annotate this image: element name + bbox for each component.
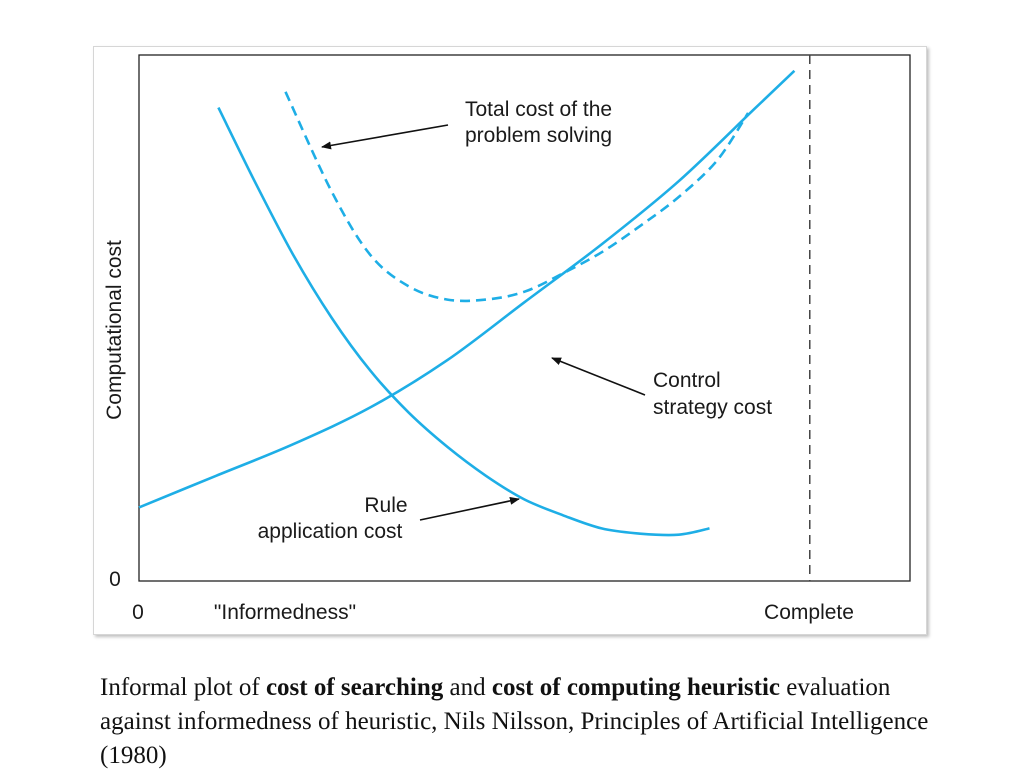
figure-caption: Informal plot of cost of searching and c… xyxy=(100,671,940,773)
annotation-control-line-1: Control xyxy=(653,369,721,392)
x-tick-label-complete: Complete xyxy=(764,601,854,624)
chart-svg: Total cost of the problem solving Contro… xyxy=(103,54,911,624)
x-axis-label: "Informedness" xyxy=(214,601,356,624)
caption-bold-cost-of-computing-heuristic: cost of computing heuristic xyxy=(491,674,781,701)
y-axis-label: Computational cost xyxy=(103,240,126,420)
y-tick-label-origin: 0 xyxy=(109,568,121,591)
annotation-total-cost-line-1: Total cost of the xyxy=(465,98,612,121)
series-total-cost-line xyxy=(284,91,750,303)
annotation-rule-line-2: application cost xyxy=(258,520,403,543)
series-control-strategy-cost-line xyxy=(138,69,796,509)
x-tick-label-origin: 0 xyxy=(132,601,144,624)
arrow-rule-application-cost xyxy=(419,496,520,521)
annotation-rule-line-1: Rule xyxy=(364,494,407,517)
caption-text-3: evaluation against informedness of heuri… xyxy=(100,674,929,769)
caption-bold-cost-of-searching: cost of searching xyxy=(265,674,444,701)
annotation-total-cost-line-2: problem solving xyxy=(465,124,612,147)
plot-area-border xyxy=(138,54,911,582)
caption-text-2: and xyxy=(443,674,492,701)
annotation-control-line-2: strategy cost xyxy=(653,396,772,419)
arrow-control-strategy-cost xyxy=(551,357,646,396)
arrow-total-cost xyxy=(321,124,449,150)
series-layer xyxy=(138,69,796,537)
figure-frame xyxy=(93,46,927,635)
caption-text-1: Informal plot of xyxy=(100,674,266,701)
series-rule-application-cost-line xyxy=(217,107,710,537)
